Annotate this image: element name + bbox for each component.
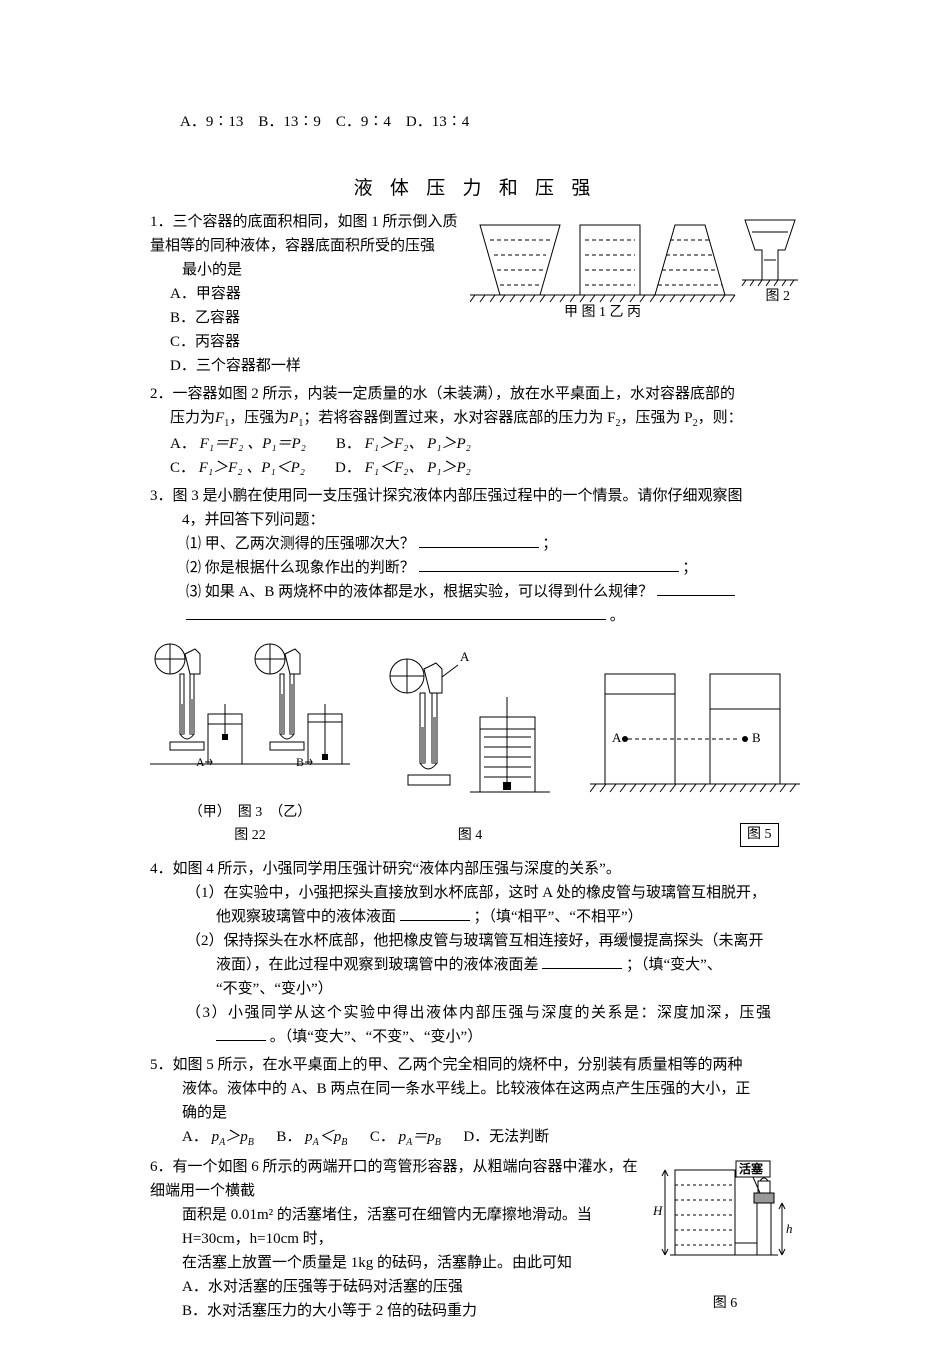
fig6-piston-text: 活塞 <box>739 1161 764 1176</box>
q5-opt-b: pA＜pB <box>305 1129 347 1145</box>
prev-question-options: A．9∶13 B．13∶9 C．9∶4 D．13∶4 <box>150 110 800 134</box>
figure-6-svg: H h 活塞 <box>650 1155 800 1285</box>
figure-5-svg: A B <box>590 644 800 814</box>
q5-stem: 5．如图 5 所示，在水平桌面上的甲、乙两个完全相同的烧杯中，分别装有质量相等的… <box>150 1053 800 1077</box>
q3-s3: ⑶ 如果 A、B 两烧杯中的液体都是水，根据实验，可以得到什么规律？ <box>186 584 653 600</box>
q4-s2d: “不变”、“变小”） <box>150 977 800 1001</box>
q1-stem2: 最小的是 <box>150 258 470 282</box>
q4-stem: 4．如图 4 所示，小强同学用压强计研究“液体内部压强与深度的关系”。 <box>150 857 800 881</box>
opt-d: D．13∶4 <box>406 114 469 130</box>
q5-c-lbl: C． <box>370 1129 395 1145</box>
svg-text:A: A <box>196 755 205 769</box>
q4-s1a: （1）在实验中，小强把探头直接放到水杯底部，这时 A 处的橡皮管与玻璃管互相脱开… <box>150 881 800 905</box>
fig2-caption: 图 2 <box>766 286 791 308</box>
fig3-cap-mid: 图 3 <box>238 805 263 820</box>
q3-s3-tail: 。 <box>610 608 625 624</box>
q5-b-lbl: B． <box>276 1129 301 1145</box>
opt-b: B．13∶9 <box>258 114 321 130</box>
q3-blank-3a <box>657 580 735 596</box>
figure-1-2-block: 甲 图 1 乙 丙 图 2 <box>470 210 800 328</box>
question-4: 4．如图 4 所示，小强同学用压强计研究“液体内部压强与深度的关系”。 （1）在… <box>150 857 800 1049</box>
q3-blank-1 <box>419 532 539 548</box>
fig5-caption: 图 5 <box>740 823 779 847</box>
fig6-h-label: h <box>786 1221 793 1236</box>
figure-row-345: A B （甲） 图 3 （乙） 图 22 A <box>150 634 800 847</box>
q6-opt-b: B．水对活塞压力的大小等于 2 倍的砝码重力 <box>150 1299 650 1323</box>
q3-s1-tail: ； <box>542 536 557 552</box>
q5-opt-a: pA＞pB <box>212 1129 254 1145</box>
q2-f1: F <box>215 410 224 426</box>
q4-s2b: 液面），在此过程中观察到玻璃管中的液体液面差 <box>216 957 539 973</box>
q4-blank-2 <box>542 953 622 969</box>
q1-opt-d: D．三个容器都一样 <box>170 354 470 378</box>
fig1-caption: 甲 图 1 乙 丙 <box>470 302 735 324</box>
q3-stem2: 4，并回答下列问题： <box>150 508 800 532</box>
q4-s1b: 他观察玻璃管中的液体液面 <box>216 909 396 925</box>
q5-a-lbl: A． <box>182 1129 208 1145</box>
figure-4-svg: A <box>380 647 560 817</box>
q1-opt-a: A．甲容器 <box>170 282 470 306</box>
figure-3-svg: A B <box>150 634 350 794</box>
q5-stem3: 确的是 <box>150 1101 800 1125</box>
q4-s2c: ；（填“变大”、 <box>626 957 722 973</box>
q3-s2-tail: ； <box>682 560 697 576</box>
question-3: 3．图 3 是小鹏在使用同一支压强计探究液体内部压强过程中的一个情景。请你仔细观… <box>150 484 800 628</box>
q4-blank-1 <box>400 905 470 921</box>
fig6-caption: 图 6 <box>650 1293 800 1315</box>
svg-text:B: B <box>296 755 304 769</box>
q6-stem2: 面积是 0.01m² 的活塞堵住，活塞可在细管内无摩擦地滑动。当 H=30cm，… <box>182 1207 592 1247</box>
q6-opt-a: A．水对活塞的压强等于砝码对活塞的压强 <box>150 1275 650 1299</box>
q1-opt-c: C．丙容器 <box>170 330 470 354</box>
q5-opt-d: D．无法判断 <box>463 1129 549 1145</box>
question-1: 1．三个容器的底面积相同，如图 1 所示倒入质量相等的同种液体，容器底面积所受的… <box>150 210 800 378</box>
figure-4: A 图 4 <box>380 647 560 847</box>
q1-stem: 1．三个容器的底面积相同，如图 1 所示倒入质量相等的同种液体，容器底面积所受的… <box>150 210 470 258</box>
svg-text:B: B <box>752 730 761 745</box>
q4-s3a: （3）小强同学从这个实验中得出液体内部压强与深度的关系是：深度加深，压强 <box>150 1001 800 1025</box>
q4-blank-3 <box>216 1025 266 1041</box>
q2-stem2-pre: 压力为 <box>170 410 215 426</box>
q3-blank-2 <box>419 556 679 572</box>
q6-stem3: 在活塞上放置一个质量是 1kg 的砝码，活塞静止。由此可知 <box>150 1251 650 1275</box>
fig4-caption: 图 4 <box>380 825 560 847</box>
opt-a: A．9∶13 <box>180 114 243 130</box>
q2-opt-a-lbl: A． <box>170 436 196 452</box>
q3-s2: ⑵ 你是根据什么现象作出的判断？ <box>186 560 415 576</box>
q2-opt-d-lbl: D． <box>335 460 361 476</box>
fig6-H-label: H <box>652 1203 663 1218</box>
q5-opt-c: pA＝pB <box>399 1129 441 1145</box>
figure-5: A B 图 5 <box>590 644 800 847</box>
section-title: 液 体 压 力 和 压 强 <box>150 174 800 204</box>
fig3-cap-b: （乙） <box>269 805 311 820</box>
q3-s1: ⑴ 甲、乙两次测得的压强哪次大？ <box>186 536 415 552</box>
q2-opt-c-lbl: C． <box>170 460 195 476</box>
question-6: 6．有一个如图 6 所示的两端开口的弯管形容器，从粗端向容器中灌水，在细端用一个… <box>150 1155 800 1323</box>
q2-stem: 2．一容器如图 2 所示，内装一定质量的水（未装满），放在水平桌面上，水对容器底… <box>150 382 800 406</box>
q2-opt-a: F₁＝F₂ 、P₁＝P₂ <box>200 436 306 452</box>
q4-s3b: 。（填“变大”、“不变”、“变小”） <box>270 1029 482 1045</box>
q2-opt-d: F₁＜F₂、 P₁＞P₂ <box>365 460 471 476</box>
q2-opt-c: F₁＞F₂ 、P₁＜P₂ <box>199 460 305 476</box>
fig3-cap-a: （甲） <box>189 805 231 820</box>
q6-stem: 6．有一个如图 6 所示的两端开口的弯管形容器，从粗端向容器中灌水，在细端用一个… <box>150 1155 650 1203</box>
q4-s1c: ；（填“相平”、“不相平”） <box>474 909 643 925</box>
question-5: 5．如图 5 所示，在水平桌面上的甲、乙两个完全相同的烧杯中，分别装有质量相等的… <box>150 1053 800 1151</box>
q3-stem: 3．图 3 是小鹏在使用同一支压强计探究液体内部压强过程中的一个情景。请你仔细观… <box>150 484 800 508</box>
q3-blank-3b <box>186 604 606 620</box>
figure-6: H h 活塞 图 6 <box>650 1155 800 1315</box>
q1-opt-b: B．乙容器 <box>170 306 470 330</box>
fig3-cap-sub: 图 22 <box>234 828 266 843</box>
q2-opt-b-lbl: B． <box>336 436 361 452</box>
q2-opt-b: F₁＞F₂、 P₁＞P₂ <box>365 436 471 452</box>
figure-3: A B （甲） 图 3 （乙） 图 22 <box>150 634 350 847</box>
q4-s2a: （2）保持探头在水杯底部，他把橡皮管与玻璃管互相连接好，再缓慢提高探头（未离开 <box>150 929 800 953</box>
svg-text:A: A <box>612 730 622 745</box>
svg-text:A: A <box>460 649 470 664</box>
question-2: 2．一容器如图 2 所示，内装一定质量的水（未装满），放在水平桌面上，水对容器底… <box>150 382 800 480</box>
opt-c: C．9∶4 <box>336 114 391 130</box>
q5-stem2: 液体。液体中的 A、B 两点在同一条水平线上。比较液体在这两点产生压强的大小，正 <box>150 1077 800 1101</box>
